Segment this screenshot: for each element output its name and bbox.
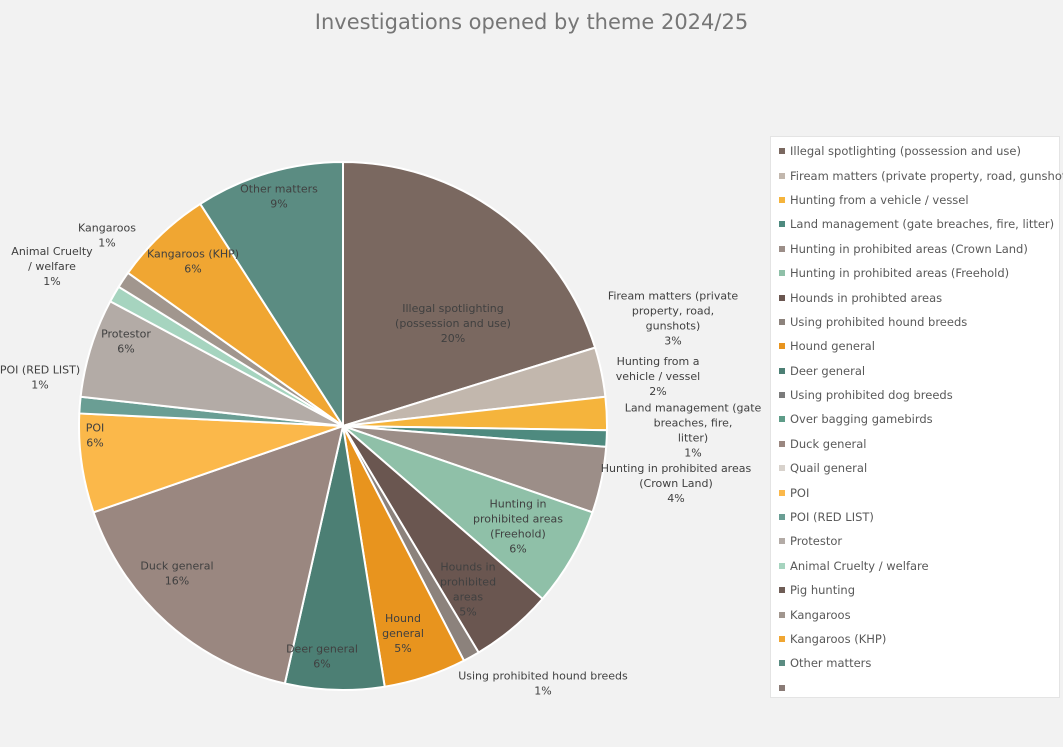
legend-swatch-8 bbox=[779, 343, 785, 350]
legend-item-3: Land management (gate breaches, fire, li… bbox=[771, 212, 1059, 236]
legend-swatch-2 bbox=[779, 196, 785, 203]
legend-label-3: Land management (gate breaches, fire, li… bbox=[790, 217, 1055, 232]
legend-label-21: Other matters bbox=[790, 656, 872, 671]
data-label-8: Hound general 5% bbox=[382, 612, 424, 655]
legend-item-19: Kangaroos bbox=[771, 602, 1059, 626]
data-label-4: Hunting in prohibited areas (Crown Land) 4… bbox=[601, 462, 752, 505]
legend-label-20: Kangaroos (KHP) bbox=[790, 632, 887, 646]
data-label-17: Animal Cruelty / welfare 1% bbox=[11, 245, 93, 288]
legend-label-7: Using prohibited hound breeds bbox=[790, 314, 968, 329]
legend-swatch-0 bbox=[779, 148, 785, 155]
pie-slice-12 bbox=[92, 424, 345, 685]
legend-swatch-18 bbox=[779, 587, 785, 594]
legend-item-2: Hunting from a vehicle / vessel bbox=[771, 188, 1059, 212]
chart-legend: Illegal spotlighting (possession and use… bbox=[770, 136, 1063, 700]
legend-label-15: POI (RED LIST) bbox=[790, 510, 874, 525]
legend-swatch-10 bbox=[779, 392, 785, 399]
data-label-12: Duck general 16% bbox=[140, 560, 213, 588]
legend-label-17: Animal Cruelty / welfare bbox=[790, 558, 929, 573]
legend-swatch-6 bbox=[779, 294, 785, 301]
legend-label-10: Using prohibited dog breeds bbox=[790, 388, 953, 403]
legend-label-14: POI bbox=[790, 485, 810, 500]
legend-swatch-17 bbox=[779, 562, 785, 569]
legend-label-5: Hunting in prohibited areas (Freehold) bbox=[790, 266, 1010, 281]
legend-item-5: Hunting in prohibited areas (Freehold) bbox=[771, 261, 1059, 285]
data-label-7: Using prohibited hound breeds 1% bbox=[458, 670, 628, 698]
legend-item-12: Duck general bbox=[771, 432, 1059, 456]
legend-swatch-11 bbox=[779, 416, 785, 423]
data-label-2: Hunting from a vehicle / vessel 2% bbox=[616, 355, 700, 398]
legend-item-18: Pig hunting bbox=[771, 578, 1059, 602]
data-label-6: Hounds in prohibited areas 5% bbox=[440, 561, 496, 619]
legend-item-13: Quail general bbox=[771, 456, 1059, 480]
legend-item-16: Protestor bbox=[771, 529, 1059, 553]
legend-item-22 bbox=[771, 676, 1059, 700]
legend-label-0: Illegal spotlighting (possession and use… bbox=[790, 144, 1021, 159]
data-label-3: Land management (gate breaches, fire, litt… bbox=[625, 402, 762, 460]
data-label-14: POI 6% bbox=[86, 422, 105, 450]
legend-label-12: Duck general bbox=[790, 436, 867, 451]
legend-item-15: POI (RED LIST) bbox=[771, 505, 1059, 529]
legend-label-19: Kangaroos bbox=[790, 607, 851, 622]
legend-item-9: Deer general bbox=[771, 359, 1059, 383]
data-label-19: Kangaroos 1% bbox=[78, 222, 136, 250]
legend-item-6: Hounds in prohibted areas bbox=[771, 285, 1059, 309]
legend-item-17: Animal Cruelty / welfare bbox=[771, 554, 1059, 578]
data-label-21: Other matters 9% bbox=[240, 183, 318, 211]
legend-label-18: Pig hunting bbox=[790, 583, 855, 598]
pie-slice-0 bbox=[342, 160, 597, 428]
data-label-9: Deer general 6% bbox=[286, 643, 358, 671]
legend-swatch-5 bbox=[779, 270, 785, 277]
legend-label-9: Deer general bbox=[790, 363, 866, 378]
legend-label-11: Over bagging gamebirds bbox=[790, 412, 933, 427]
legend-swatch-21 bbox=[779, 660, 785, 667]
data-label-16: Protestor 6% bbox=[101, 328, 151, 356]
legend-swatch-14 bbox=[779, 489, 785, 496]
legend-label-4: Hunting in prohibited areas (Crown Land) bbox=[790, 241, 1028, 256]
legend-swatch-15 bbox=[779, 514, 785, 521]
legend-label-6: Hounds in prohibted areas bbox=[790, 290, 943, 305]
legend-item-8: Hound general bbox=[771, 334, 1059, 358]
data-label-20: Kangaroos (KHP) 6% bbox=[147, 248, 239, 276]
data-label-0: Illegal spotlighting (possession and use)… bbox=[395, 302, 511, 345]
legend-swatch-16 bbox=[779, 538, 785, 545]
legend-swatch-19 bbox=[779, 611, 785, 618]
pie-slice-21 bbox=[198, 160, 344, 430]
data-label-15: POI (RED LIST) 1% bbox=[0, 364, 80, 392]
legend-swatch-9 bbox=[779, 367, 785, 374]
legend-swatch-3 bbox=[779, 221, 785, 228]
chart-title: Investigations opened by theme 2024/25 bbox=[314, 10, 749, 34]
legend-swatch-1 bbox=[779, 172, 785, 179]
legend-swatch-4 bbox=[779, 245, 785, 252]
legend-item-4: Hunting in prohibited areas (Crown Land) bbox=[771, 237, 1059, 261]
legend-item-0: Illegal spotlighting (possession and use… bbox=[771, 139, 1059, 163]
legend-item-7: Using prohibited hound breeds bbox=[771, 310, 1059, 334]
legend-label-13: Quail general bbox=[790, 461, 868, 476]
legend-swatch-20 bbox=[779, 636, 785, 642]
data-label-5: Hunting in prohibited areas (Freehold) 6% bbox=[473, 498, 563, 556]
legend-swatch-7 bbox=[779, 318, 785, 325]
legend-item-1: Fiream matters (private property, road, … bbox=[771, 163, 1063, 187]
legend-label-16: Protestor bbox=[790, 534, 843, 549]
legend-swatch-12 bbox=[779, 440, 785, 447]
data-label-1: Fiream matters (private property, road, gu… bbox=[608, 290, 739, 348]
legend-item-10: Using prohibited dog breeds bbox=[771, 383, 1059, 407]
legend-swatch-13 bbox=[779, 465, 785, 472]
legend-item-14: POI bbox=[771, 480, 1059, 504]
legend-item-11: Over bagging gamebirds bbox=[771, 407, 1059, 431]
legend-label-2: Hunting from a vehicle / vessel bbox=[790, 192, 969, 207]
legend-swatch-22 bbox=[779, 684, 785, 691]
legend-item-21: Other matters bbox=[771, 651, 1059, 675]
legend-item-20: Kangaroos (KHP) bbox=[771, 627, 1059, 651]
legend-label-8: Hound general bbox=[790, 339, 875, 354]
legend-label-1: Fiream matters (private property, road, … bbox=[790, 168, 1063, 183]
